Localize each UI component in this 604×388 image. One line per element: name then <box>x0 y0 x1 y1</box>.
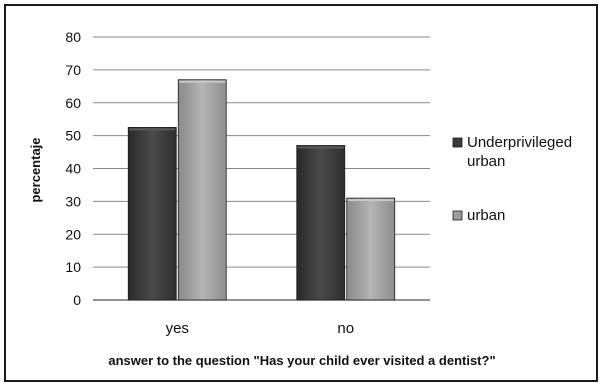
y-tick-label: 30 <box>65 193 81 209</box>
y-tick-labels: 0 10 20 30 40 50 60 70 80 <box>65 29 81 308</box>
legend: Underprivileged urban urban <box>452 134 572 224</box>
category-labels: yes no <box>166 320 355 337</box>
bar-no-series-0 <box>296 145 346 301</box>
legend-label: Underprivileged urban <box>467 134 572 170</box>
x-tick-label: yes <box>166 320 189 337</box>
y-tick-label: 20 <box>65 226 81 242</box>
y-tick-label: 60 <box>65 95 81 111</box>
legend-swatch <box>452 210 463 221</box>
bar-no-series-1 <box>346 197 396 301</box>
bars <box>127 79 396 301</box>
y-tick-label: 0 <box>73 292 81 308</box>
bar-bevel-no-series-0 <box>297 146 344 149</box>
y-tick-label: 40 <box>65 161 81 177</box>
bar-bevel-yes-series-1 <box>179 80 226 83</box>
legend-swatch <box>452 137 463 148</box>
x-axis-title: answer to the question "Has your child e… <box>108 353 495 368</box>
bar-yes-series-0 <box>127 127 177 301</box>
bar-bevel-yes-series-0 <box>129 128 176 131</box>
y-tick-label: 80 <box>65 29 81 45</box>
y-tick-label: 70 <box>65 62 81 78</box>
y-tick-label: 50 <box>65 128 81 144</box>
bar-yes-series-1 <box>177 79 227 301</box>
x-tick-label: no <box>337 320 354 337</box>
y-tick-label: 10 <box>65 259 81 275</box>
bar-bevel-no-series-1 <box>347 199 394 202</box>
y-axis-title: percentaje <box>28 137 43 202</box>
legend-label: urban <box>467 207 505 224</box>
